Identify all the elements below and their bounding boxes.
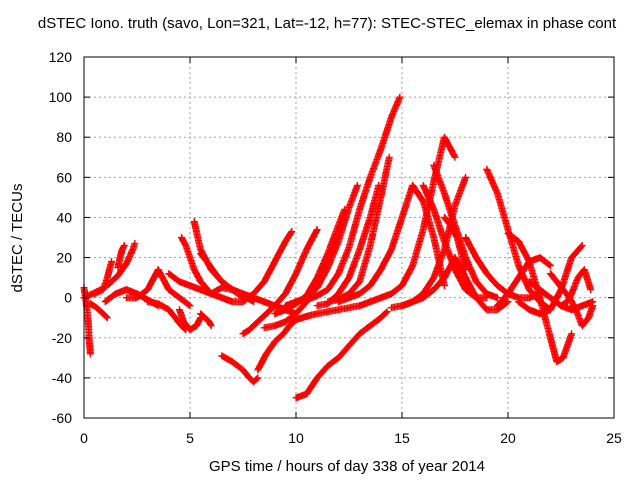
- series-markers: [292, 308, 391, 402]
- data-series: [197, 310, 215, 330]
- series-markers: [504, 230, 576, 366]
- series-markers: [239, 225, 321, 338]
- series-markers: [178, 234, 215, 298]
- data-series: [175, 306, 205, 334]
- y-tick-labels: -60 -40 -20 0 20 40 60 80 100 120: [49, 49, 73, 426]
- y-tick-label: 60: [56, 169, 72, 185]
- series-markers: [440, 213, 470, 274]
- data-series: [504, 230, 576, 366]
- data-series: [114, 242, 128, 272]
- y-tick-label: 0: [64, 290, 72, 306]
- y-tick-label: -60: [52, 410, 72, 426]
- series-markers: [197, 310, 215, 330]
- x-tick-labels: 0 5 10 15 20 25: [80, 430, 622, 446]
- series-markers: [334, 181, 448, 306]
- series-markers: [239, 227, 296, 306]
- x-tick-label: 25: [606, 430, 622, 446]
- series-markers: [144, 298, 190, 334]
- y-axis-label: dSTEC / TECUs: [9, 184, 26, 293]
- data-series: [239, 227, 296, 306]
- data-series: [292, 308, 391, 402]
- series-markers: [91, 258, 116, 298]
- data-series: [334, 181, 448, 306]
- series-markers: [175, 306, 205, 334]
- series-markers: [114, 242, 128, 272]
- y-tick-label: 120: [49, 49, 73, 65]
- data-series: [178, 234, 215, 298]
- chart-title: dSTEC Iono. truth (savo, Lon=321, Lat=-1…: [38, 15, 617, 32]
- series-markers: [557, 266, 595, 310]
- data-series: [440, 213, 470, 274]
- y-tick-label: 100: [49, 89, 73, 105]
- data-series: [254, 302, 364, 374]
- x-axis-label: GPS time / hours of day 338 of year 2014: [209, 458, 485, 475]
- data-series: [451, 254, 512, 314]
- x-tick-label: 0: [80, 430, 88, 446]
- series-markers: [86, 300, 111, 322]
- plot-frame: [83, 56, 615, 419]
- data-series: [86, 300, 111, 322]
- series-markers: [218, 352, 262, 386]
- y-tick-label: 20: [56, 250, 72, 266]
- y-tick-label: -40: [52, 370, 72, 386]
- data-series: [239, 225, 321, 338]
- series-markers: [356, 133, 459, 310]
- y-tick-label: -20: [52, 330, 72, 346]
- data-series: [557, 266, 595, 310]
- x-tick-label: 20: [500, 430, 516, 446]
- y-tick-label: 40: [56, 209, 72, 225]
- axis-ticks: [83, 56, 615, 419]
- x-tick-label: 15: [394, 430, 410, 446]
- data-points: [80, 93, 597, 402]
- data-series: [218, 352, 262, 386]
- series-markers: [254, 302, 364, 374]
- data-series: [292, 93, 404, 306]
- series-markers: [451, 254, 512, 314]
- data-series: [356, 133, 459, 310]
- series-markers: [292, 93, 404, 306]
- y-tick-label: 80: [56, 129, 72, 145]
- series-markers: [122, 266, 194, 310]
- data-series: [91, 258, 116, 298]
- data-series: [122, 266, 194, 310]
- x-tick-label: 5: [186, 430, 194, 446]
- data-series: [144, 298, 190, 334]
- x-tick-label: 10: [288, 430, 304, 446]
